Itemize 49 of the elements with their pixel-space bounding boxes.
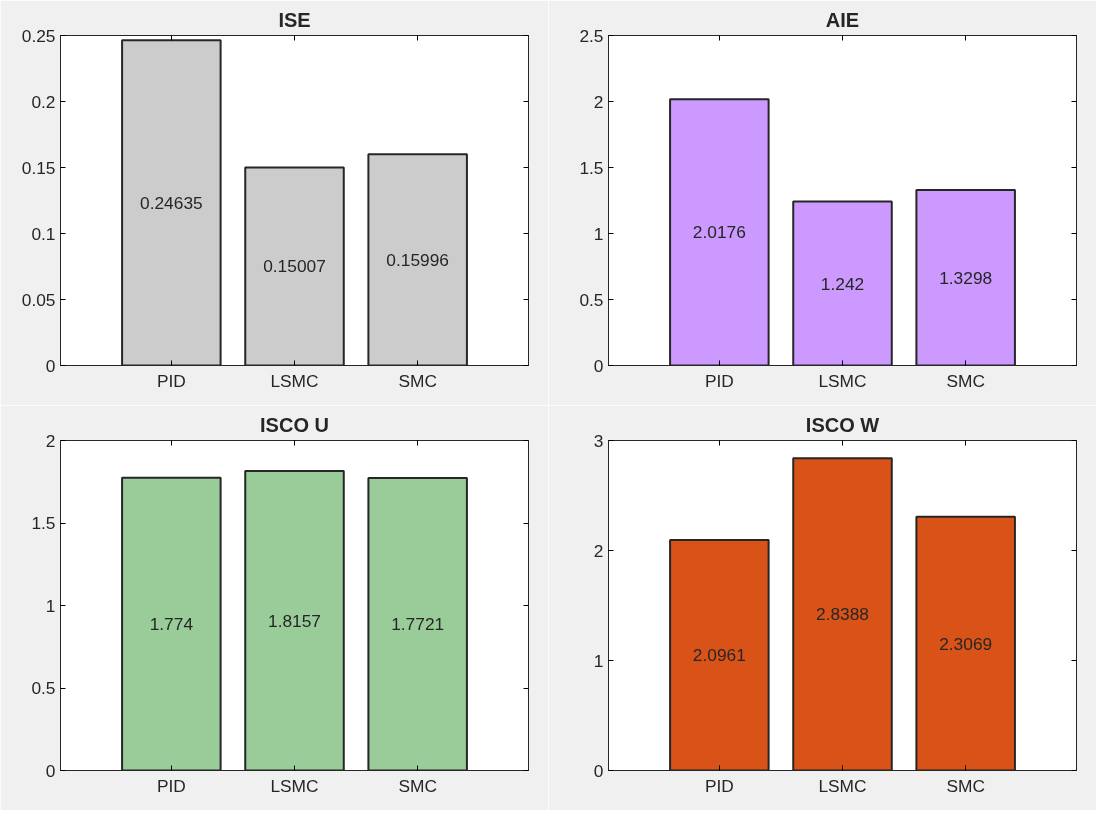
y-tick-label: 0 [45, 760, 56, 781]
y-tick-label: 2 [593, 540, 604, 561]
data-label: 1.242 [820, 273, 865, 294]
x-tick-label: SMC [946, 370, 985, 391]
y-tick-label: 2.5 [579, 25, 604, 46]
x-tick-label: LSMC [270, 775, 319, 796]
x-tick-label: PID [156, 775, 186, 796]
x-tick-label: PID [704, 775, 734, 796]
y-tick-label: 3 [593, 430, 604, 451]
data-label: 2.3069 [939, 633, 993, 654]
y-tick-label: 0 [593, 355, 604, 376]
y-tick-label: 0.2 [31, 91, 56, 112]
x-tick-label: SMC [398, 775, 437, 796]
y-tick-label: 0 [45, 355, 56, 376]
data-label: 2.8388 [816, 604, 869, 625]
data-label: 1.8157 [268, 610, 321, 631]
data-label: 0.15996 [386, 249, 449, 270]
x-tick-label: PID [156, 370, 186, 391]
y-tick-label: 1 [593, 650, 604, 671]
data-label: 2.0961 [692, 645, 746, 666]
y-tick-label: 0.5 [579, 289, 604, 310]
x-tick-label: SMC [398, 370, 437, 391]
data-label: 0.15007 [263, 256, 326, 277]
chart-title: AIE [825, 8, 860, 31]
data-label: 1.7721 [391, 614, 445, 635]
y-tick-label: 0.15 [21, 157, 56, 178]
y-tick-label: 2 [593, 91, 604, 112]
chart-title: ISCO U [260, 413, 329, 436]
x-tick-label: SMC [946, 775, 985, 796]
data-label: 1.3298 [939, 267, 993, 288]
x-tick-label: LSMC [270, 370, 319, 391]
y-tick-label: 1.5 [579, 157, 604, 178]
y-tick-label: 1.5 [31, 513, 56, 533]
x-tick-label: LSMC [818, 370, 867, 391]
y-tick-label: 1 [45, 595, 56, 616]
data-label: 0.24635 [140, 192, 203, 213]
x-tick-label: PID [704, 370, 734, 391]
x-tick-label: LSMC [818, 775, 867, 796]
y-tick-label: 1 [593, 223, 604, 244]
data-label: 1.774 [149, 614, 194, 635]
chart-title: ISE [278, 8, 311, 31]
y-tick-label: 2 [45, 430, 56, 451]
y-tick-label: 0 [593, 760, 604, 781]
chart-title: ISCO W [805, 413, 880, 436]
data-label: 2.0176 [692, 222, 746, 243]
y-tick-label: 0.05 [21, 289, 56, 310]
y-tick-label: 0.25 [21, 25, 56, 46]
y-tick-label: 0.1 [31, 223, 56, 244]
y-tick-label: 0.5 [31, 678, 56, 698]
